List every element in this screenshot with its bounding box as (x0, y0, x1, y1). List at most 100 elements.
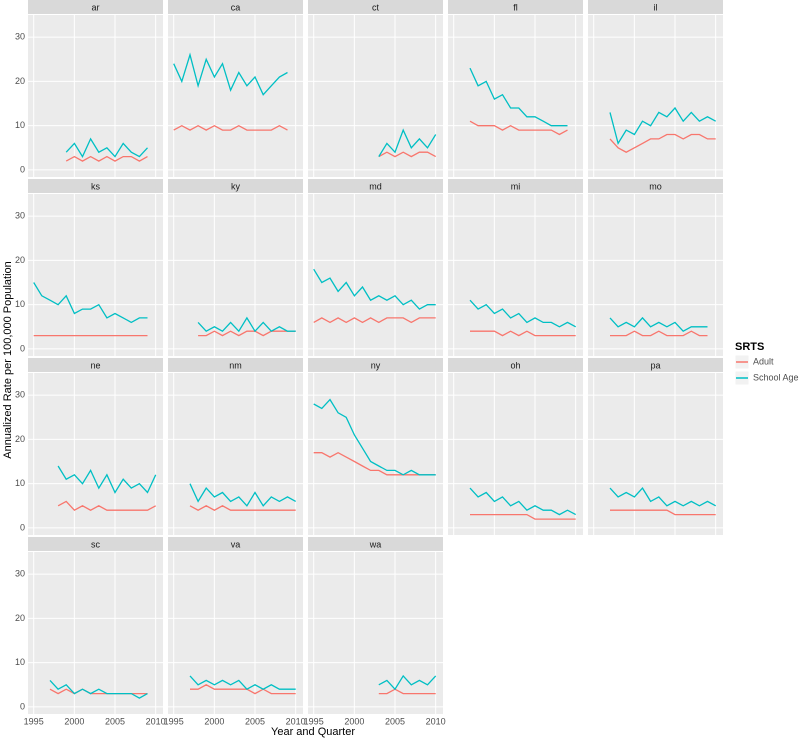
strip: oh (448, 358, 583, 372)
y-tick-label: 30 (15, 32, 25, 42)
panel-bg (168, 15, 303, 177)
strip-bg (448, 179, 583, 193)
series-line (610, 509, 716, 516)
panel-bg (308, 552, 443, 714)
panel-bg (308, 194, 443, 356)
x-tick-label: 2000 (344, 716, 364, 726)
strip-bg (308, 179, 443, 193)
series-line (198, 330, 296, 337)
y-tick-label: 10 (15, 657, 25, 667)
series-line (313, 268, 436, 310)
panel-title: fl (513, 2, 518, 12)
y-tick-label: 0 (20, 701, 25, 711)
strip-bg (28, 358, 163, 372)
series-line (313, 398, 436, 476)
strip: ky (168, 179, 303, 193)
strip-bg (28, 537, 163, 551)
panel-title: sc (91, 539, 101, 549)
series-line (470, 330, 576, 337)
legend-label: School Age (753, 372, 799, 382)
series-line (609, 316, 708, 333)
y-tick-label: 20 (15, 255, 25, 265)
legend-label: Adult (753, 356, 774, 366)
series-line (609, 133, 716, 153)
series-line (190, 684, 296, 695)
panel-bg (168, 373, 303, 535)
panel-title: oh (510, 360, 520, 370)
series-line (189, 675, 296, 691)
series-line (609, 487, 717, 507)
series-line (49, 679, 148, 699)
panel-bg (588, 194, 723, 356)
y-axis-label: Annualized Rate per 100,000 Population (2, 261, 14, 459)
series-line (469, 487, 577, 516)
panel-title: ar (91, 2, 99, 12)
y-tick-label: 30 (15, 211, 25, 221)
panel-title: md (369, 181, 382, 191)
series-line (378, 128, 437, 157)
series-line (609, 106, 717, 146)
panel-title: il (654, 2, 658, 12)
series-line (470, 513, 576, 520)
strip: wa (308, 537, 443, 551)
legend-title: SRTS (735, 341, 764, 353)
series-line (469, 299, 577, 328)
strip: ny (308, 358, 443, 372)
series-line (469, 120, 568, 136)
panel-bg (168, 552, 303, 714)
y-tick-label: 10 (15, 120, 25, 130)
series-line (189, 505, 296, 511)
y-tick-label: 10 (15, 478, 25, 488)
y-tick-label: 20 (15, 613, 25, 623)
strip: ar (28, 0, 163, 14)
x-axis-label: Year and Quarter (271, 726, 355, 738)
series-line (197, 316, 296, 333)
series-line (57, 500, 157, 512)
panel-bg (28, 15, 163, 177)
panel-bg (168, 194, 303, 356)
panel-title: ky (231, 181, 241, 191)
strip-bg (168, 0, 303, 14)
x-tick-label: 2000 (204, 716, 224, 726)
strip: md (308, 179, 443, 193)
strip: mi (448, 179, 583, 193)
strip: va (168, 537, 303, 551)
strip-bg (448, 358, 583, 372)
strip: fl (448, 0, 583, 14)
strip: ne (28, 358, 163, 372)
y-tick-label: 0 (20, 343, 25, 353)
strip-bg (168, 537, 303, 551)
series-line (378, 688, 436, 695)
strip: pa (588, 358, 723, 372)
panel-title: ks (91, 181, 101, 191)
strip-bg (588, 179, 723, 193)
panel-title: mo (649, 181, 662, 191)
strip: ks (28, 179, 163, 193)
panel-title: wa (369, 539, 382, 549)
panel-title: ne (90, 360, 100, 370)
strip-bg (308, 358, 443, 372)
y-tick-label: 20 (15, 434, 25, 444)
series-line (313, 451, 436, 476)
x-tick-label: 2005 (385, 716, 405, 726)
strip-bg (28, 0, 163, 14)
series-line (65, 137, 148, 158)
series-line (469, 67, 568, 127)
panel-bg (308, 15, 443, 177)
panel-bg (448, 15, 583, 177)
series-line (65, 155, 148, 162)
strip-bg (168, 358, 303, 372)
strip: mo (588, 179, 723, 193)
series-line (33, 282, 148, 324)
strip-bg (168, 179, 303, 193)
panel-title: mi (511, 181, 521, 191)
series-line (378, 151, 437, 158)
panel-title: va (231, 539, 241, 549)
strip-bg (588, 358, 723, 372)
x-tick-label: 1995 (304, 716, 324, 726)
panel-title: pa (650, 360, 660, 370)
y-tick-label: 30 (15, 390, 25, 400)
panel-title: ca (231, 2, 241, 12)
x-tick-label: 1995 (164, 716, 184, 726)
